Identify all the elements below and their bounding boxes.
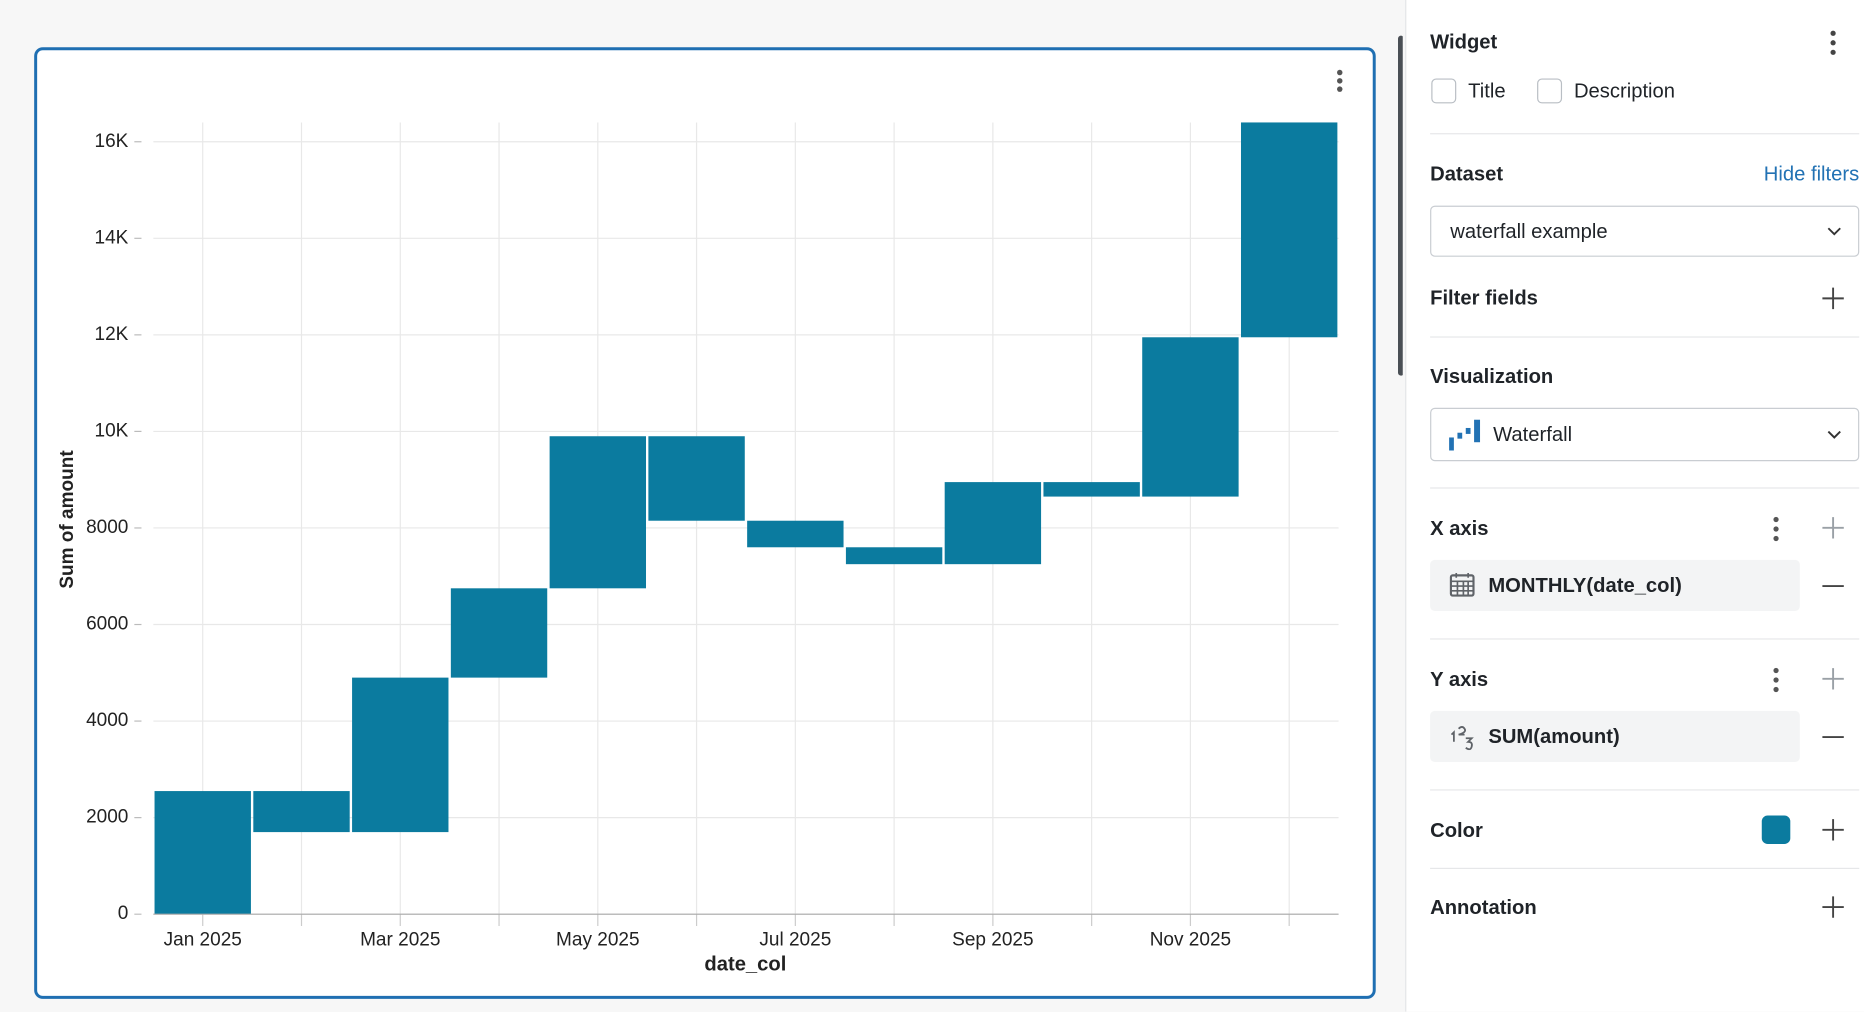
add-button[interactable] xyxy=(1821,818,1845,842)
kebab-menu[interactable] xyxy=(1769,666,1783,695)
x-tick-label: Jul 2025 xyxy=(759,929,831,950)
calendar-icon xyxy=(1449,572,1475,597)
field-name: SUM(amount) xyxy=(1488,725,1620,748)
remove-button[interactable] xyxy=(1821,725,1845,749)
add-button[interactable] xyxy=(1821,667,1845,691)
field-pill[interactable] xyxy=(1430,559,1800,612)
y-tick-label: 14K xyxy=(95,227,129,248)
number-icon xyxy=(1450,726,1474,751)
settings-panel xyxy=(1405,0,1864,1012)
y-tick-label: 4000 xyxy=(86,710,128,731)
checkbox[interactable] xyxy=(1431,78,1457,104)
field-name: MONTHLY(date_col) xyxy=(1488,574,1682,597)
bar xyxy=(1142,337,1239,497)
kebab-menu[interactable] xyxy=(1769,515,1783,544)
checkbox-label: Title xyxy=(1468,79,1506,103)
divider xyxy=(1430,133,1860,135)
x-tick-label: May 2025 xyxy=(556,929,640,950)
section-title: Dataset xyxy=(1430,162,1504,186)
divider xyxy=(1430,867,1860,869)
remove-button[interactable] xyxy=(1821,574,1845,598)
divider xyxy=(1430,487,1860,489)
x-tick-label: Nov 2025 xyxy=(1150,929,1231,950)
waterfall-icon xyxy=(1449,419,1481,451)
divider xyxy=(1430,336,1860,338)
add-button[interactable] xyxy=(1821,286,1845,310)
section-title: Visualization xyxy=(1430,364,1554,388)
select-value: Waterfall xyxy=(1493,423,1573,446)
field-pill[interactable] xyxy=(1430,710,1800,763)
bar xyxy=(253,791,350,833)
bar xyxy=(1043,482,1140,497)
bar xyxy=(352,677,449,833)
y-tick-label: 6000 xyxy=(86,614,128,635)
y-tick-label: 16K xyxy=(95,131,129,152)
add-button[interactable] xyxy=(1821,516,1845,540)
visualization-select[interactable] xyxy=(1430,407,1860,462)
dataset-select[interactable] xyxy=(1430,205,1860,257)
divider xyxy=(1430,789,1860,791)
bar xyxy=(450,588,548,678)
section-title: Y axis xyxy=(1430,668,1489,691)
link[interactable]: Hide filters xyxy=(1763,162,1860,186)
chevron xyxy=(1827,227,1841,236)
y-tick-label: 2000 xyxy=(86,807,128,828)
kebab-menu[interactable] xyxy=(1337,69,1343,92)
section-title: Color xyxy=(1430,819,1483,842)
select-value: waterfall example xyxy=(1450,219,1608,243)
section-title: Annotation xyxy=(1430,896,1537,919)
x-tick-label: Sep 2025 xyxy=(952,929,1033,950)
bar xyxy=(648,436,745,521)
section-title: Filter fields xyxy=(1430,286,1538,310)
bar xyxy=(154,791,251,915)
add-button[interactable] xyxy=(1821,895,1845,919)
kebab-menu[interactable] xyxy=(1826,29,1840,58)
checkbox[interactable] xyxy=(1537,78,1563,104)
bar xyxy=(747,520,844,548)
y-tick-label: 8000 xyxy=(86,517,128,538)
y-tick-label: 10K xyxy=(95,420,129,441)
x-tick-label: Mar 2025 xyxy=(360,929,440,950)
bar xyxy=(944,482,1042,565)
chart-area: Sum of amount date_col 0 2000 4000 6000 8000… xyxy=(34,35,1403,999)
bar xyxy=(845,547,943,565)
chevron xyxy=(1827,430,1841,439)
divider xyxy=(1430,638,1860,640)
scrollbar[interactable] xyxy=(1398,35,1403,376)
section-title: X axis xyxy=(1430,517,1489,540)
color-swatch[interactable] xyxy=(1761,815,1791,845)
section-title: Widget xyxy=(1430,30,1498,54)
checkbox-label: Description xyxy=(1573,79,1676,103)
bar xyxy=(1240,122,1338,338)
y-tick-label: 0 xyxy=(118,903,129,924)
x-axis-title: date_col xyxy=(704,954,786,976)
y-tick-label: 12K xyxy=(95,324,129,345)
y-axis-title: Sum of amount xyxy=(57,450,78,589)
x-tick-label: Jan 2025 xyxy=(164,929,242,950)
bar xyxy=(549,436,647,589)
